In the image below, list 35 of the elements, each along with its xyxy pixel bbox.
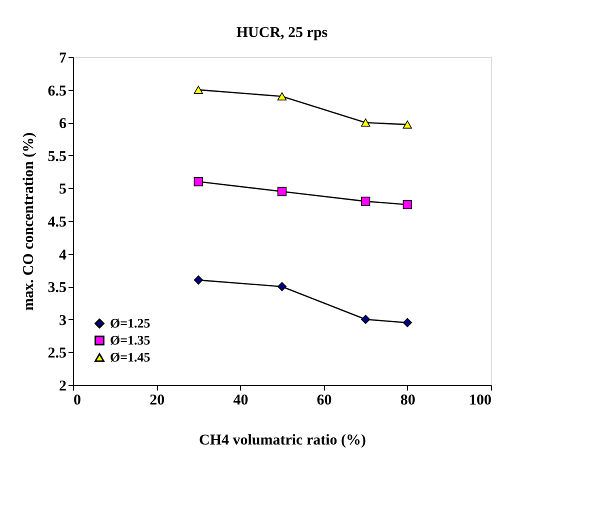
point xyxy=(402,318,412,328)
point xyxy=(277,92,287,100)
y-tick-label: 2.5 xyxy=(48,346,66,362)
y-tick-label: 7 xyxy=(59,50,67,66)
point xyxy=(361,196,370,206)
x-tick-label: 0 xyxy=(74,392,81,408)
point xyxy=(402,200,412,210)
y-tick-label: 2 xyxy=(59,378,66,394)
y-tick-label: 6 xyxy=(59,116,67,132)
point xyxy=(277,282,287,292)
point xyxy=(194,275,203,285)
point xyxy=(194,86,203,94)
x-tick-label: 40 xyxy=(233,392,248,408)
y-tick-label: 3.5 xyxy=(48,280,66,296)
y-tick-label: 4 xyxy=(59,247,67,264)
y-axis-title: max. CO concentration (%) xyxy=(20,132,37,311)
point xyxy=(402,120,412,129)
y-tick-label: 6.5 xyxy=(48,83,66,100)
y-tick-label: 5.5 xyxy=(48,148,66,165)
x-tick-label: 100 xyxy=(469,392,492,408)
legend-label: Ø=1.35 xyxy=(110,332,151,348)
point xyxy=(361,118,370,127)
point xyxy=(194,177,203,186)
x-tick-label: 60 xyxy=(316,392,332,408)
point xyxy=(277,186,287,196)
x-axis-title: CH4 volumatric ratio (%) xyxy=(198,432,366,448)
legend-label: Ø=1.25 xyxy=(110,316,151,330)
x-tick-label: 80 xyxy=(400,392,416,408)
x-tick-label: 20 xyxy=(150,392,165,408)
chart-title: HUCR, 25 rps xyxy=(236,25,328,41)
y-tick-label: 4.5 xyxy=(48,214,66,230)
legend-label: Ø=1.45 xyxy=(110,350,151,364)
y-tick-label: 5 xyxy=(59,182,66,198)
y-tick-label: 3 xyxy=(59,312,66,329)
point xyxy=(361,314,370,324)
